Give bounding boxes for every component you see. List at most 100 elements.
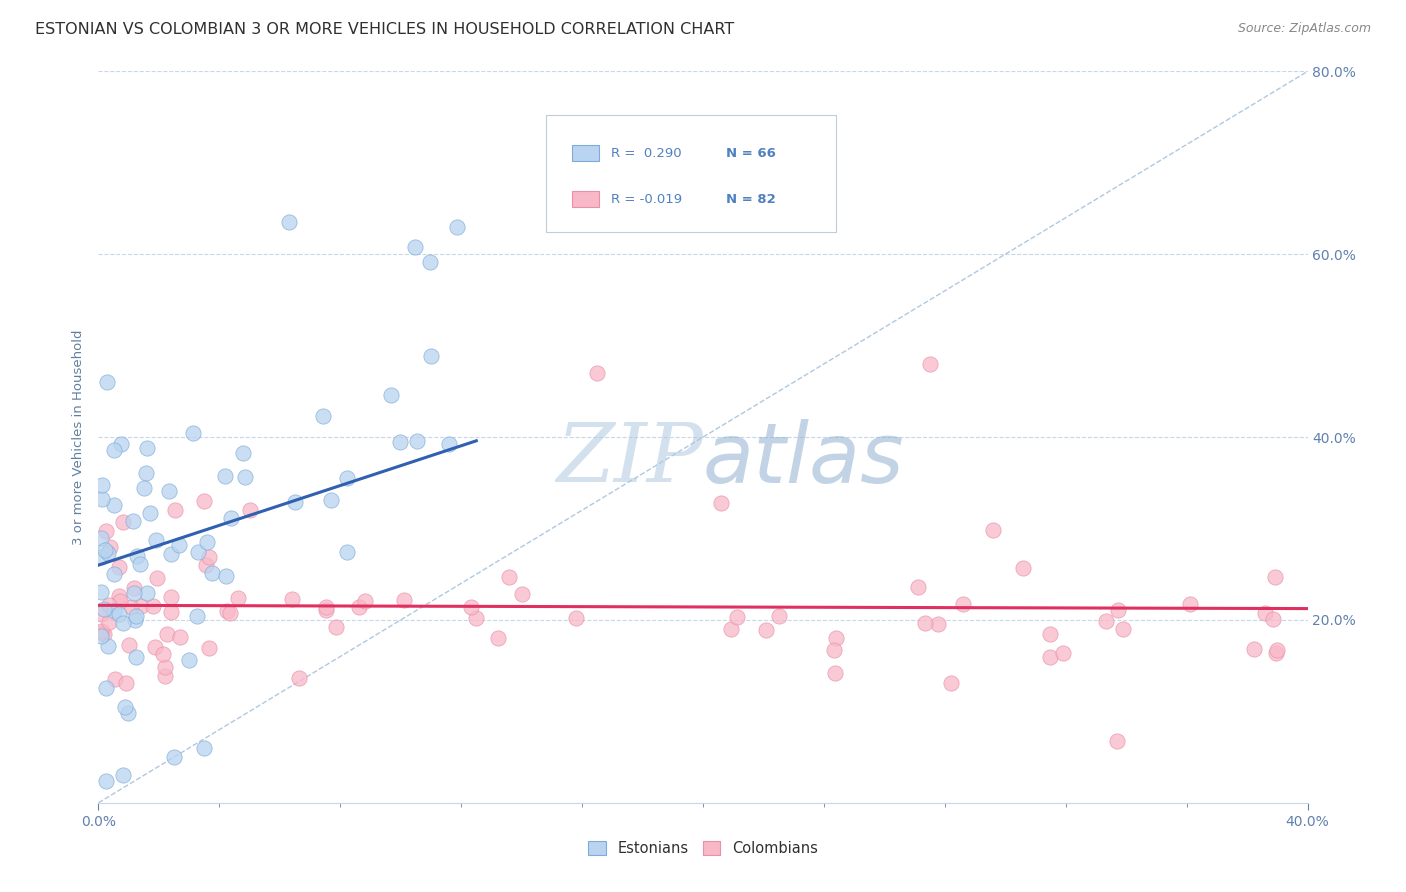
Point	[115, 676, 138, 690]
Point	[91, 492, 114, 507]
Point	[1052, 646, 1074, 660]
Point	[354, 594, 377, 608]
Point	[510, 586, 533, 600]
Point	[233, 470, 256, 484]
Point	[214, 568, 236, 582]
Point	[565, 610, 588, 624]
Point	[406, 434, 429, 449]
Point	[90, 585, 112, 599]
Point	[187, 545, 209, 559]
Text: ZIP: ZIP	[557, 419, 703, 499]
Point	[201, 566, 224, 580]
Point	[90, 550, 112, 565]
Point	[143, 640, 166, 654]
Point	[226, 591, 249, 606]
Point	[380, 388, 402, 402]
Point	[103, 604, 125, 618]
Point	[464, 611, 486, 625]
Point	[419, 349, 441, 363]
Point	[1178, 597, 1201, 611]
Point	[214, 469, 236, 483]
Point	[135, 467, 157, 481]
Point	[918, 357, 941, 371]
Point	[186, 609, 208, 624]
Point	[586, 366, 609, 380]
Point	[111, 768, 134, 782]
Point	[97, 546, 120, 560]
Point	[104, 673, 127, 687]
Text: N = 82: N = 82	[725, 193, 776, 206]
Point	[177, 652, 200, 666]
Point	[1107, 602, 1129, 616]
Point	[97, 639, 120, 653]
Point	[315, 599, 337, 614]
Point	[103, 566, 125, 581]
Point	[153, 660, 176, 674]
Point	[94, 542, 117, 557]
Point	[93, 602, 115, 616]
Point	[122, 581, 145, 595]
Point	[720, 622, 742, 636]
Point	[169, 630, 191, 644]
Point	[336, 471, 359, 485]
Point	[136, 441, 159, 455]
Bar	[572, 191, 599, 208]
Point	[1267, 643, 1289, 657]
Point	[110, 437, 132, 451]
Point	[939, 676, 962, 690]
Legend: Estonians, Colombians: Estonians, Colombians	[582, 835, 824, 862]
Point	[446, 219, 468, 234]
Point	[157, 483, 180, 498]
Point	[239, 503, 262, 517]
Point	[165, 503, 187, 517]
Point	[981, 523, 1004, 537]
Point	[98, 615, 121, 629]
Point	[389, 434, 412, 449]
Point	[232, 446, 254, 460]
Point	[419, 254, 441, 268]
Text: R = -0.019: R = -0.019	[612, 193, 682, 206]
Point	[768, 609, 790, 624]
Point	[152, 647, 174, 661]
Point	[277, 215, 299, 229]
Point	[129, 599, 152, 614]
Point	[90, 531, 112, 545]
Point	[125, 608, 148, 623]
Point	[183, 425, 205, 440]
Point	[98, 598, 121, 612]
Point	[280, 592, 302, 607]
Text: Source: ZipAtlas.com: Source: ZipAtlas.com	[1237, 22, 1371, 36]
Point	[710, 496, 733, 510]
Point	[103, 443, 125, 458]
Point	[107, 560, 129, 574]
Point	[1264, 646, 1286, 660]
Point	[118, 638, 141, 652]
Point	[120, 599, 142, 614]
Text: R =  0.290: R = 0.290	[612, 147, 682, 160]
Point	[312, 409, 335, 424]
Point	[145, 533, 167, 548]
Point	[134, 481, 156, 495]
Point	[159, 547, 181, 561]
Point	[93, 626, 115, 640]
Point	[142, 599, 165, 614]
Point	[96, 681, 118, 695]
Point	[914, 615, 936, 630]
Point	[117, 706, 139, 721]
Point	[94, 773, 117, 788]
Point	[1039, 650, 1062, 665]
Point	[319, 492, 342, 507]
Point	[121, 514, 143, 528]
Point	[122, 586, 145, 600]
Y-axis label: 3 or more Vehicles in Household: 3 or more Vehicles in Household	[72, 329, 86, 545]
Point	[1095, 614, 1118, 628]
Point	[486, 632, 509, 646]
Point	[725, 609, 748, 624]
Point	[498, 570, 520, 584]
Point	[90, 624, 112, 638]
Point	[1012, 560, 1035, 574]
Point	[195, 535, 218, 549]
Point	[907, 580, 929, 594]
Text: ESTONIAN VS COLOMBIAN 3 OR MORE VEHICLES IN HOUSEHOLD CORRELATION CHART: ESTONIAN VS COLOMBIAN 3 OR MORE VEHICLES…	[35, 22, 734, 37]
Point	[349, 600, 371, 615]
